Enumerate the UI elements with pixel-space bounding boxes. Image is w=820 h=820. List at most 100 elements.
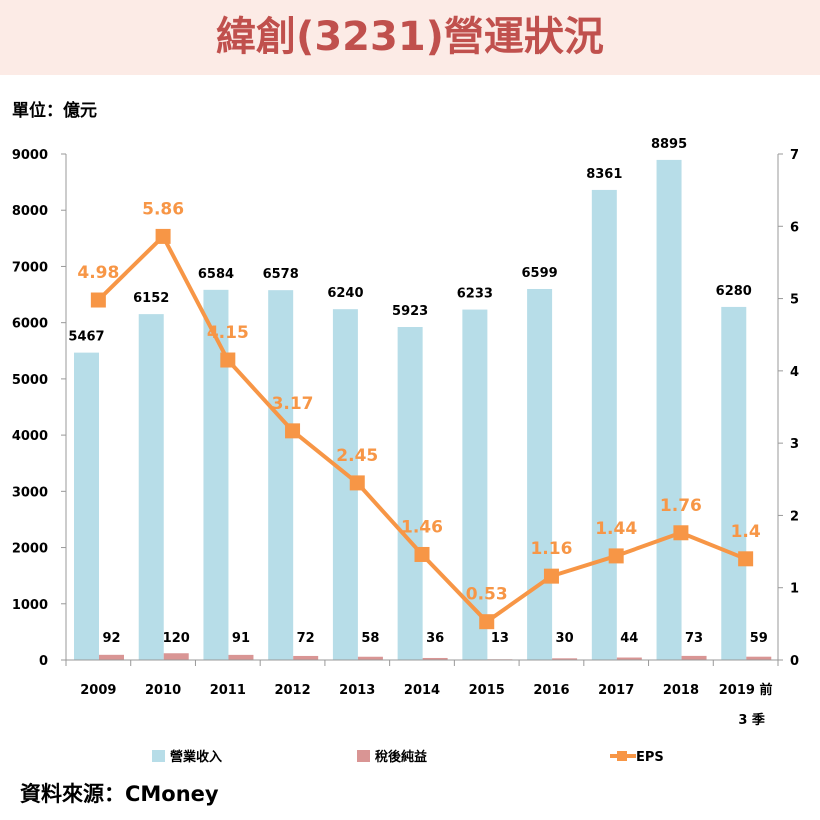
data-labels: 5467 92 6152 120 6584 91 6578 72 6240 58 5923 36 623… [68, 137, 767, 646]
x-tick-label: 2018 [663, 683, 699, 698]
eps-value-label: 0.53 [466, 585, 508, 605]
net-income-value-label: 58 [361, 631, 379, 646]
left-tick-label: 8000 [12, 204, 48, 219]
left-tick-label: 4000 [12, 429, 48, 444]
net-income-bar [357, 656, 383, 660]
net-income-value-label: 120 [163, 631, 190, 646]
net-income-value-label: 36 [426, 631, 444, 646]
right-tick-label: 5 [790, 293, 799, 308]
net-income-bar [293, 655, 319, 660]
net-income-value-label: 73 [685, 631, 703, 646]
right-tick-label: 3 [790, 437, 799, 452]
net-income-bar [228, 654, 254, 660]
net-income-bar [163, 653, 189, 660]
net-income-value-label: 59 [750, 631, 768, 646]
legend-label-eps: EPS [636, 750, 664, 765]
x-tick-label: 2012 [274, 683, 310, 698]
eps-marker [738, 551, 754, 567]
eps-value-label: 1.4 [731, 522, 761, 542]
revenue-bar [268, 290, 294, 660]
net-income-value-label: 13 [491, 631, 509, 646]
revenue-value-label: 5467 [68, 330, 104, 345]
eps-marker [414, 546, 430, 562]
net-income-bar [616, 657, 642, 660]
right-tick-label: 7 [790, 148, 799, 163]
revenue-value-label: 6233 [457, 287, 493, 302]
x-tick-label: 3 季 [738, 712, 765, 728]
left-tick-label: 1000 [12, 598, 48, 613]
legend-label-revenue: 營業收入 [170, 749, 222, 765]
eps-marker [479, 614, 495, 630]
revenue-value-label: 8361 [586, 167, 622, 182]
x-tick-label: 2015 [469, 683, 505, 698]
left-tick-label: 9000 [12, 148, 48, 163]
chart-axes: 0100020003000400050006000700080009000012… [12, 148, 799, 728]
x-tick-label: 2013 [339, 683, 375, 698]
left-tick-label: 7000 [12, 260, 48, 275]
revenue-value-label: 6280 [716, 284, 752, 299]
x-tick-label: 2009 [80, 683, 116, 698]
eps-marker [90, 292, 106, 308]
net-income-bar [746, 656, 772, 660]
revenue-bars [74, 159, 747, 661]
net-income-bars [99, 653, 772, 661]
legend-label-net-income: 稅後純益 [375, 749, 427, 765]
net-income-bar [99, 654, 124, 660]
x-tick-label: 2014 [404, 683, 440, 698]
left-tick-label: 2000 [12, 542, 48, 557]
net-income-value-label: 72 [297, 631, 315, 646]
title-banner [0, 0, 820, 75]
eps-marker [220, 352, 236, 368]
source-label: 資料來源：CMoney [20, 782, 219, 806]
net-income-value-label: 30 [556, 631, 574, 646]
eps-value-label: 1.76 [660, 496, 702, 516]
right-tick-label: 2 [790, 509, 799, 524]
left-tick-label: 0 [39, 654, 48, 669]
revenue-bar [656, 159, 682, 661]
revenue-bar [203, 289, 229, 660]
eps-value-label: 4.98 [77, 263, 119, 283]
legend-swatch-revenue [152, 750, 165, 762]
net-income-value-label: 91 [232, 631, 250, 646]
x-tick-label: 2010 [145, 683, 181, 698]
revenue-bar [721, 306, 747, 660]
legend-swatch-net-income [357, 750, 370, 762]
eps-value-label: 1.16 [530, 539, 572, 559]
eps-marker [155, 228, 171, 244]
revenue-bar [138, 314, 164, 660]
eps-marker [543, 568, 559, 584]
revenue-value-label: 5923 [392, 304, 428, 319]
revenue-value-label: 6240 [327, 286, 363, 301]
right-tick-label: 4 [790, 365, 799, 380]
x-tick-label: 2017 [598, 683, 634, 698]
unit-label: 單位：億元 [12, 101, 97, 121]
x-tick-label: 2019 前 [719, 682, 773, 698]
right-tick-label: 6 [790, 220, 799, 235]
right-tick-label: 0 [790, 654, 799, 669]
right-tick-label: 1 [790, 582, 799, 597]
left-tick-label: 6000 [12, 317, 48, 332]
revenue-bar [74, 352, 99, 660]
x-tick-label: 2016 [533, 683, 569, 698]
eps-marker [349, 475, 365, 491]
revenue-value-label: 6578 [263, 267, 299, 282]
eps-value-label: 1.46 [401, 517, 443, 537]
chart-legend: 營業收入 稅後純益 EPS [152, 749, 664, 765]
revenue-value-label: 6584 [198, 267, 234, 282]
net-income-value-label: 44 [620, 631, 638, 646]
revenue-value-label: 6152 [133, 291, 169, 306]
eps-value-label: 2.45 [336, 446, 378, 466]
revenue-value-label: 6599 [521, 266, 557, 281]
eps-value-label: 4.15 [207, 323, 249, 343]
revenue-bar [527, 288, 553, 660]
left-tick-label: 3000 [12, 485, 48, 500]
eps-marker [608, 548, 624, 564]
left-tick-label: 5000 [12, 373, 48, 388]
eps-value-label: 3.17 [272, 394, 314, 414]
x-tick-label: 2011 [210, 683, 246, 698]
revenue-bar [591, 189, 617, 660]
page-title: 緯創(3231)營運狀況 [216, 14, 604, 60]
eps-series [90, 228, 754, 630]
net-income-bar [422, 657, 448, 660]
